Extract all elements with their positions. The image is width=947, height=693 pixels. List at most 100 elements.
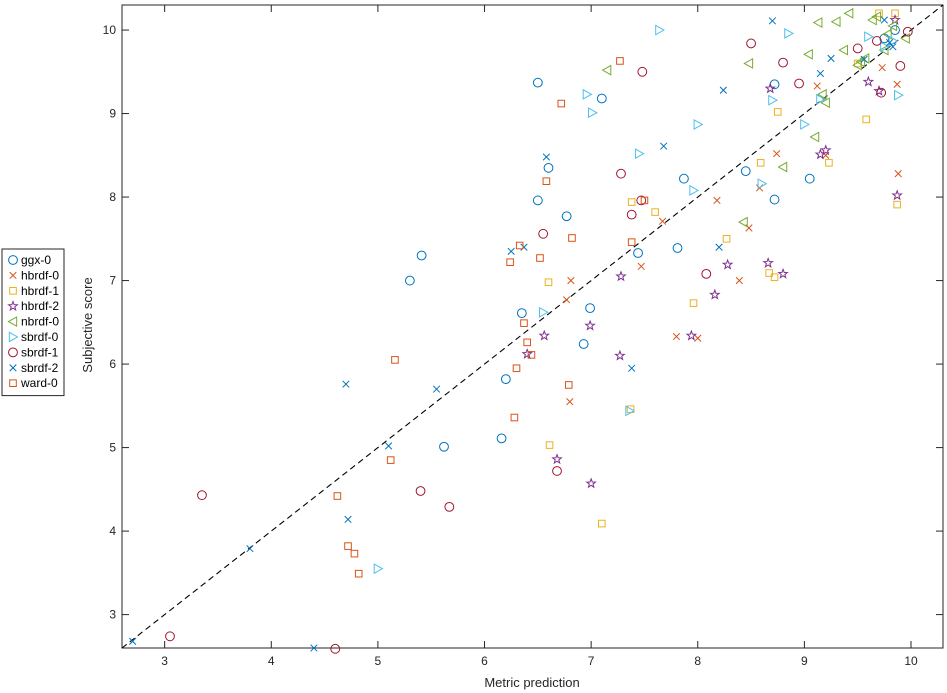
data-point-sbrdf-1	[852, 43, 863, 54]
y-tick-label: 10	[103, 23, 117, 37]
x-tick-label: 7	[588, 654, 595, 668]
data-point-sbrdf-1	[794, 78, 804, 89]
data-point-hbrdf-0	[893, 80, 901, 88]
y-tick-label: 3	[109, 608, 116, 622]
x-axis-label: Metric prediction	[484, 675, 579, 690]
x-tick-label: 9	[801, 654, 808, 668]
data-point-sbrdf-2	[715, 243, 723, 251]
data-point-hbrdf-2	[764, 82, 777, 94]
data-point-hbrdf-2	[777, 267, 789, 279]
data-point-nbrdf-0	[737, 216, 748, 228]
legend-marker	[7, 316, 18, 328]
data-point-sbrdf-2	[886, 38, 894, 47]
data-point-ggx-0	[596, 93, 607, 104]
data-point-sbrdf-2	[659, 142, 668, 150]
data-point-hbrdf-1	[722, 235, 731, 243]
data-points	[129, 7, 913, 654]
data-point-hbrdf-0	[562, 296, 571, 304]
data-point-ward-0	[512, 364, 521, 373]
data-point-ward-0	[568, 234, 576, 242]
data-point-hbrdf-2	[685, 329, 698, 341]
data-point-sbrdf-0	[582, 88, 593, 100]
data-point-hbrdf-1	[773, 108, 782, 116]
data-point-hbrdf-1	[756, 159, 765, 167]
legend-entry-ward-0: ward-0	[9, 376, 58, 390]
data-point-ggx-0	[578, 339, 589, 349]
data-point-ward-0	[627, 238, 636, 246]
data-point-ward-0	[386, 456, 395, 464]
data-point-hbrdf-2	[762, 256, 774, 268]
data-point-hbrdf-2	[584, 319, 596, 331]
data-point-sbrdf-0	[373, 563, 384, 575]
data-point-ward-0	[391, 356, 399, 364]
data-point-ggx-0	[496, 433, 507, 444]
legend-label: sbrdf-2	[21, 361, 59, 375]
data-point-ward-0	[506, 258, 514, 266]
data-point-nbrdf-0	[777, 161, 788, 173]
y-tick-label: 7	[109, 274, 116, 288]
data-point-sbrdf-2	[129, 637, 137, 645]
data-point-sbrdf-2	[860, 55, 868, 63]
data-point-nbrdf-0	[887, 20, 898, 32]
legend-entry-hbrdf-2: hbrdf-2	[7, 299, 59, 313]
data-point-sbrdf-2	[816, 69, 825, 78]
data-point-sbrdf-1	[165, 631, 175, 642]
y-tick-label: 5	[109, 441, 116, 455]
data-point-sbrdf-1	[552, 466, 562, 476]
y-tick-label: 9	[109, 107, 116, 121]
legend-label: ggx-0	[21, 253, 51, 267]
data-point-sbrdf-2	[719, 86, 728, 94]
data-point-sbrdf-2	[880, 16, 889, 24]
data-point-ggx-0	[543, 162, 554, 173]
legend-label: hbrdf-2	[21, 299, 59, 313]
data-point-sbrdf-0	[757, 178, 768, 190]
data-point-ward-0	[510, 413, 519, 422]
data-point-ward-0	[354, 569, 363, 578]
data-point-ward-0	[333, 492, 342, 500]
data-point-sbrdf-0	[816, 93, 827, 105]
legend-marker	[8, 347, 18, 358]
data-point-sbrdf-1	[538, 228, 549, 239]
data-point-hbrdf-0	[878, 63, 886, 72]
data-point-sbrdf-1	[902, 26, 913, 37]
data-point-sbrdf-1	[330, 643, 341, 654]
data-point-sbrdf-1	[197, 490, 207, 501]
data-point-sbrdf-0	[655, 24, 666, 36]
x-tick-label: 6	[481, 654, 488, 668]
legend-label: sbrdf-1	[21, 345, 59, 359]
x-tick-label: 10	[904, 654, 918, 668]
axis-ticks: 3 4 5 6 7 8 9 10 3 4 5 6 7 8 9 10	[103, 5, 943, 668]
data-point-sbrdf-1	[876, 87, 887, 98]
series-sbrdf-0	[373, 24, 904, 575]
data-point-nbrdf-0	[871, 11, 882, 23]
data-point-sbrdf-1	[636, 195, 647, 206]
data-point-nbrdf-0	[855, 56, 866, 68]
series-ward-0	[333, 57, 649, 578]
series-hbrdf-2	[521, 13, 903, 489]
data-point-ggx-0	[769, 194, 780, 205]
data-point-hbrdf-2	[891, 189, 903, 201]
axes-frame	[121, 4, 944, 649]
legend-entry-nbrdf-0: nbrdf-0	[7, 315, 59, 329]
data-point-sbrdf-2	[542, 153, 551, 161]
y-tick-label: 6	[109, 357, 116, 371]
data-point-ward-0	[344, 542, 352, 550]
identity-reference-line	[121, 4, 944, 649]
data-point-hbrdf-1	[545, 441, 554, 449]
data-point-hbrdf-0	[658, 217, 667, 225]
data-point-sbrdf-1	[701, 268, 712, 279]
data-point-ggx-0	[585, 303, 595, 314]
data-point-hbrdf-1	[825, 159, 833, 167]
data-point-nbrdf-0	[900, 32, 910, 44]
data-point-hbrdf-1	[875, 9, 883, 18]
legend-entry-ggx-0: ggx-0	[8, 253, 51, 267]
data-point-hbrdf-1	[598, 519, 606, 528]
data-point-ggx-0	[561, 211, 572, 222]
data-point-hbrdf-0	[567, 276, 575, 285]
legend-label: hbrdf-0	[21, 268, 59, 282]
data-point-nbrdf-0	[816, 88, 827, 100]
data-point-ward-0	[564, 381, 573, 389]
data-point-nbrdf-0	[812, 17, 823, 28]
data-point-nbrdf-0	[878, 44, 889, 56]
